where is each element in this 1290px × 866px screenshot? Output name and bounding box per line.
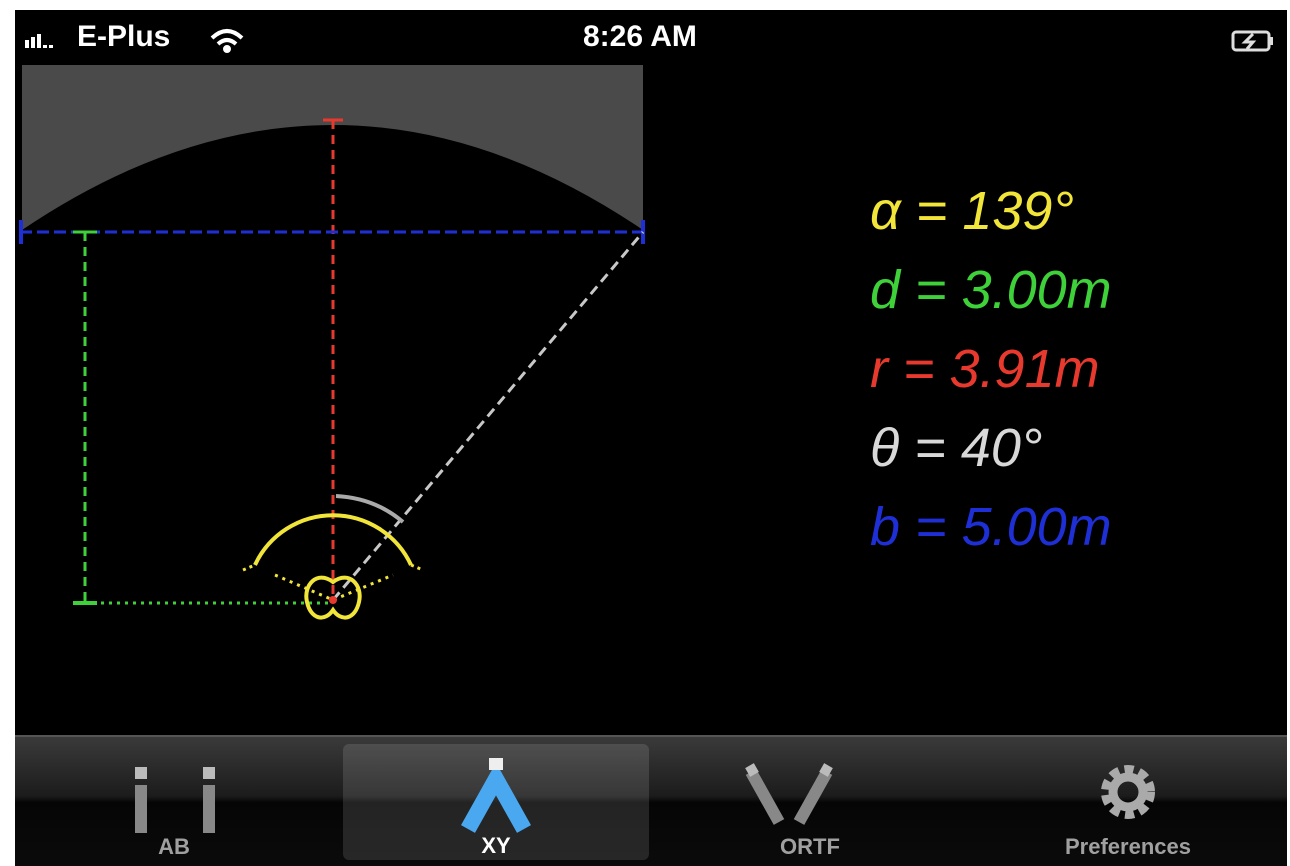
app-screen: E-Plus 8:26 AM α = 139° d = 3.00m r = 3.91… xyxy=(15,10,1287,866)
readout: θ = 40° xyxy=(870,418,1043,478)
tab-icon xyxy=(745,763,833,825)
tab[interactable]: Preferences xyxy=(969,737,1287,866)
tab-icon xyxy=(1101,765,1155,819)
signal-icon xyxy=(25,34,53,48)
readout: r = 3.91m xyxy=(870,339,1100,399)
angle-line xyxy=(331,231,645,601)
tab[interactable]: AB xyxy=(15,737,333,866)
tab-label: AB xyxy=(158,834,190,859)
wifi-icon xyxy=(210,29,244,53)
readout: b = 5.00m xyxy=(870,497,1112,557)
tab-label: ORTF xyxy=(780,834,840,859)
battery-icon xyxy=(1231,30,1273,52)
tab-bar: AB XY ORTF Preferences xyxy=(15,735,1287,866)
tab-label: Preferences xyxy=(1065,834,1191,859)
mic-point xyxy=(329,596,337,604)
tab-icon xyxy=(135,767,215,833)
field-area xyxy=(22,65,643,230)
pickup-arc xyxy=(253,513,413,566)
theta-arc xyxy=(335,494,405,524)
cardioid xyxy=(304,575,362,620)
tab[interactable]: XY xyxy=(343,744,649,860)
readout: α = 139° xyxy=(870,181,1075,241)
pickup-dotted xyxy=(242,563,424,572)
tab-label: XY xyxy=(481,833,511,858)
diagram xyxy=(19,29,1273,620)
pickup-dotted xyxy=(274,573,394,602)
carrier: E-Plus xyxy=(77,20,171,53)
tab-icon xyxy=(461,758,531,833)
tab[interactable]: ORTF xyxy=(651,737,969,866)
readout: d = 3.00m xyxy=(870,260,1112,320)
clock: 8:26 AM xyxy=(583,20,697,53)
